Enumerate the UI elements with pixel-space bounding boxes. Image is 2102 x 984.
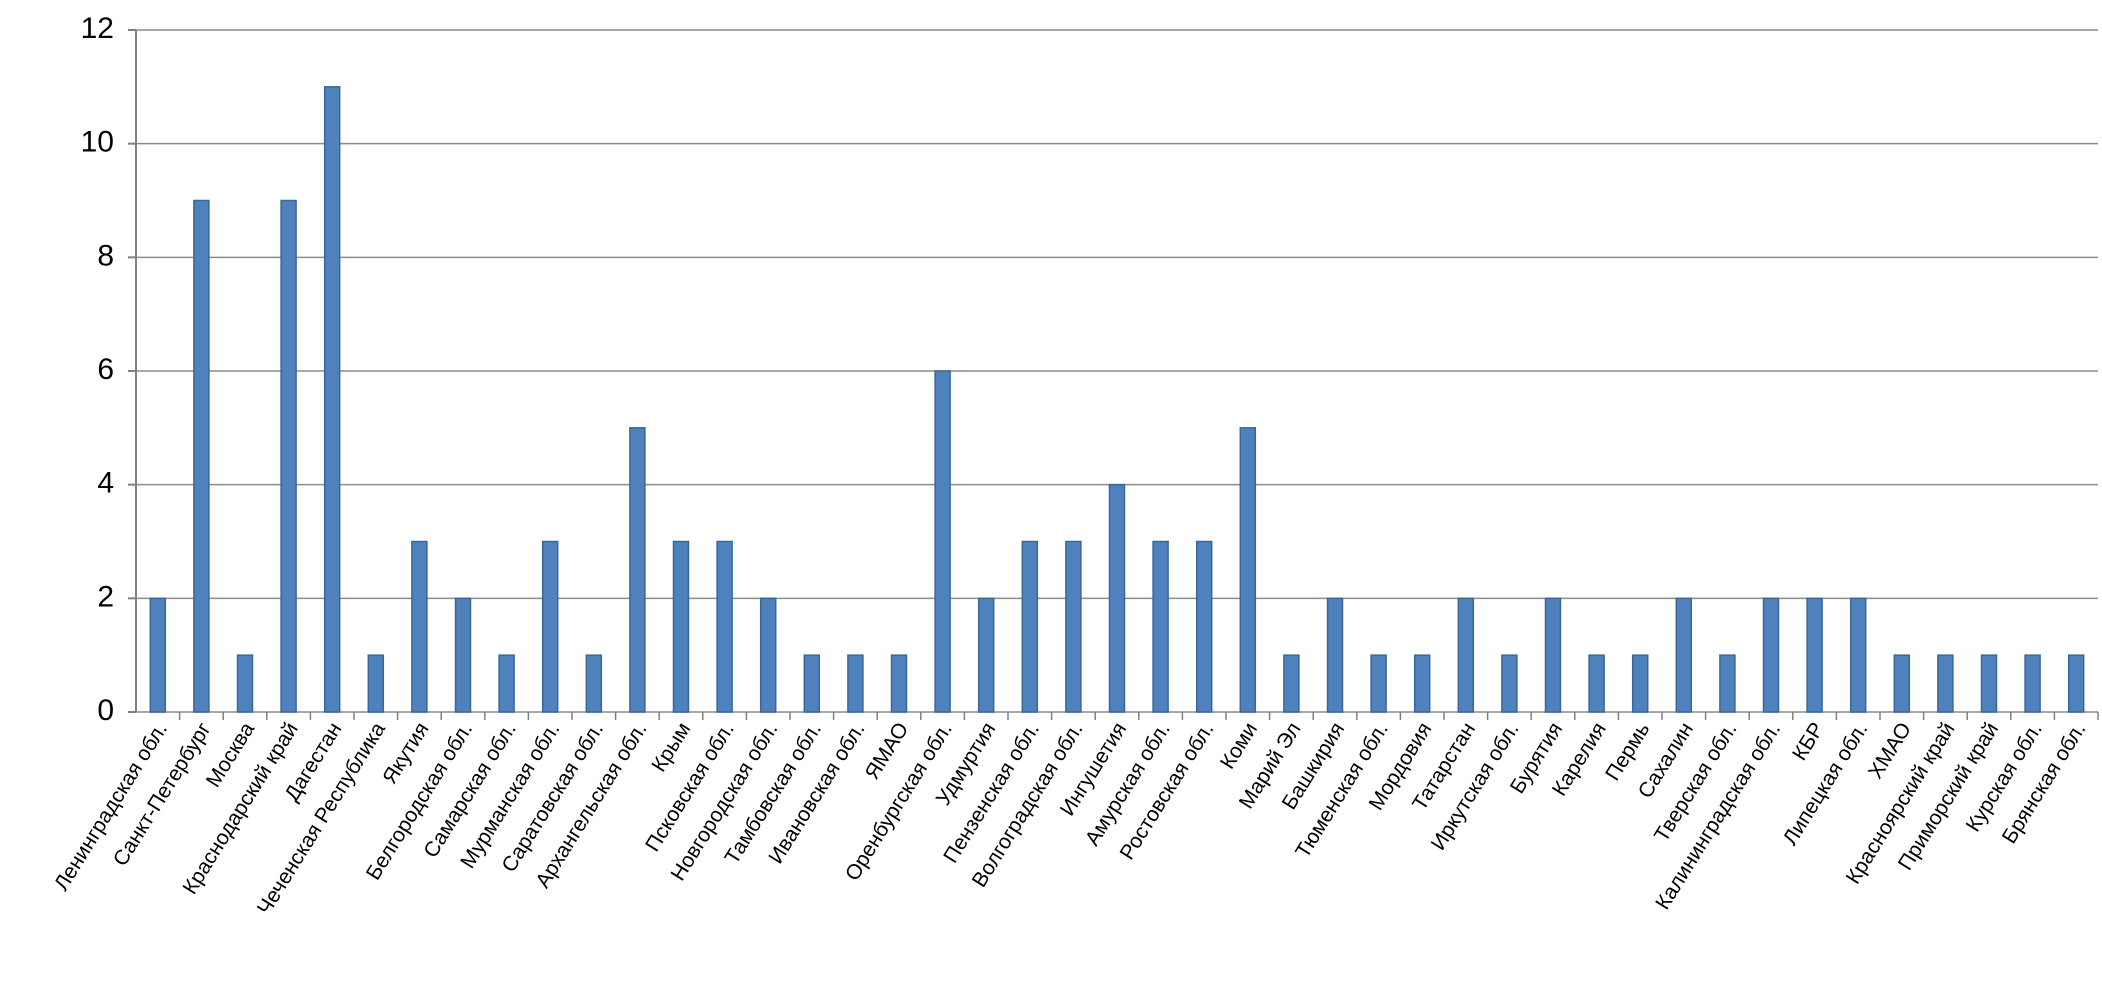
y-tick-label: 0 (97, 694, 114, 727)
y-tick-label: 2 (97, 580, 114, 613)
bar (1108, 483, 1126, 713)
bar (149, 597, 167, 713)
bar (1065, 540, 1082, 713)
y-tick-label: 6 (97, 353, 114, 386)
bar (2024, 654, 2041, 713)
bar (890, 654, 908, 713)
bar (672, 540, 690, 713)
bar (977, 597, 995, 713)
bar (411, 540, 428, 713)
bar (236, 654, 254, 713)
x-tick-label: Липецкая обл. (1779, 718, 1873, 849)
bar (1457, 597, 1475, 713)
bar (1631, 654, 1649, 713)
bar (1719, 654, 1736, 713)
bar (1937, 654, 1954, 713)
bar (1501, 654, 1518, 713)
bar (1195, 540, 1213, 713)
y-tick-label: 4 (97, 467, 114, 500)
bar (1980, 654, 1998, 713)
bar (367, 654, 385, 713)
bar (2067, 654, 2085, 713)
bar (1152, 540, 1169, 713)
bar (585, 654, 603, 713)
bar (280, 199, 297, 713)
bar (498, 654, 515, 713)
bar (716, 540, 733, 713)
x-tick-label: Коми (1216, 718, 1262, 773)
bar (1588, 654, 1605, 713)
x-tick-label: КБР (1788, 718, 1829, 764)
bar (847, 654, 864, 713)
bar (1893, 654, 1911, 713)
y-tick-label: 12 (81, 12, 114, 45)
bar (1239, 427, 1257, 713)
bar (541, 540, 559, 713)
bar (193, 199, 210, 713)
y-tick-label: 8 (97, 239, 114, 272)
bar (1370, 654, 1387, 713)
bar (323, 86, 341, 713)
bar (1675, 597, 1693, 713)
bar (1849, 597, 1867, 713)
bar (454, 597, 472, 713)
bar (1021, 540, 1039, 713)
bar (1762, 597, 1780, 713)
y-tick-label: 10 (81, 126, 114, 159)
bar (803, 654, 821, 713)
bar (1413, 654, 1431, 713)
bar (759, 597, 777, 713)
bar (1283, 654, 1300, 713)
bar (1806, 597, 1823, 713)
bar (1544, 597, 1562, 713)
bar (629, 427, 646, 713)
bar (934, 370, 951, 713)
bar (1326, 597, 1344, 713)
